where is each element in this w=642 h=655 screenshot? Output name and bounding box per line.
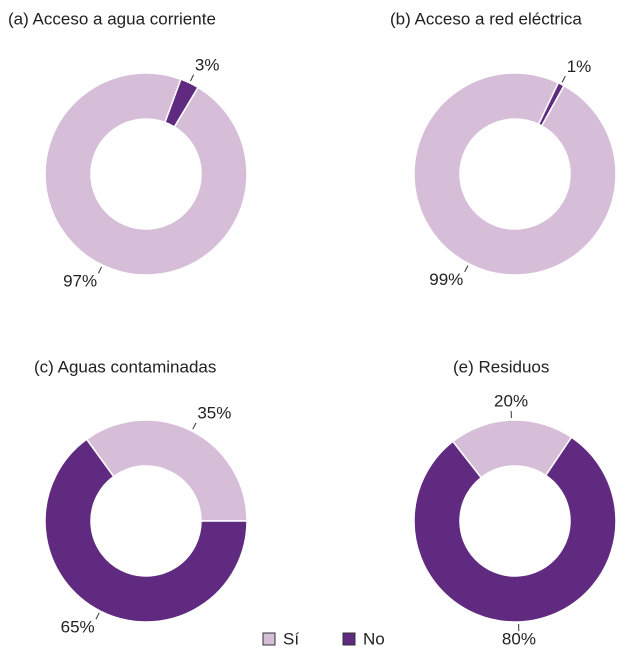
chart-title: (e) Residuos [453, 357, 549, 376]
donut-slice [413, 72, 617, 276]
leader-line [97, 266, 102, 274]
chart-title: (a) Acceso a agua corriente [8, 9, 216, 28]
donut-slice [164, 78, 200, 128]
legend-label: No [363, 629, 385, 648]
legend-swatch [262, 632, 276, 646]
donut-slice [44, 72, 248, 276]
value-label: 65% [61, 617, 95, 636]
donut-slice [85, 419, 248, 522]
donut-slice [537, 81, 565, 127]
value-label: 99% [429, 270, 463, 289]
leader-line [190, 74, 195, 82]
chart-title: (c) Aguas contaminadas [34, 357, 216, 376]
legend-swatch [342, 632, 356, 646]
value-label: 3% [195, 55, 220, 74]
value-label: 20% [494, 391, 528, 410]
leader-line [95, 612, 100, 620]
donut-slice [44, 438, 248, 623]
value-label: 97% [63, 271, 97, 290]
value-label: 35% [197, 404, 231, 423]
value-label: 80% [502, 630, 536, 649]
leader-line [464, 265, 469, 273]
leader-line [192, 422, 197, 430]
leader-line [561, 75, 566, 83]
legend-label: Sí [283, 629, 299, 648]
chart-title: (b) Acceso a red eléctrica [390, 9, 582, 28]
donut-slice [413, 436, 617, 623]
value-label: 1% [567, 57, 592, 76]
